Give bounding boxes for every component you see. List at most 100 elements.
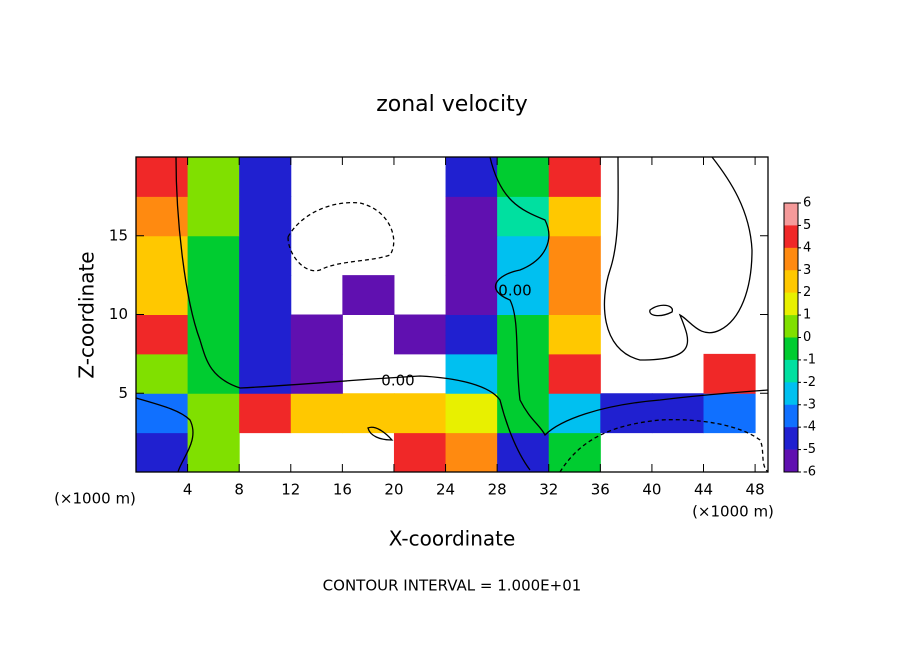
- colorbar-swatch: [784, 359, 798, 383]
- colorbar-swatch: [784, 203, 798, 226]
- colorbar-label: 5: [803, 218, 811, 233]
- colorbar-label: -3: [803, 397, 816, 412]
- field-cell: [393, 393, 447, 434]
- y-tick-label: 15: [109, 226, 128, 244]
- colorbar-label: -2: [803, 375, 816, 390]
- field-cell: [239, 235, 292, 276]
- field-cell: [445, 432, 498, 473]
- field-cell: [445, 393, 498, 434]
- x-tick-label: 36: [591, 481, 610, 499]
- field-cell: [239, 275, 292, 315]
- y-axis-label: Z-coordinate: [75, 251, 99, 378]
- colorbar-label: 4: [803, 240, 811, 255]
- y-tick-label: 10: [109, 305, 128, 323]
- zero-contour: [135, 397, 194, 473]
- field-cell: [136, 353, 189, 394]
- colorbar-swatch: [784, 225, 798, 249]
- x-tick-label: 8: [234, 481, 244, 499]
- field-cell: [187, 353, 240, 394]
- field-cell: [187, 196, 240, 237]
- pos-contour: [603, 156, 753, 361]
- field-cell: [600, 393, 653, 434]
- field-cell: [548, 235, 601, 276]
- field-cell: [187, 314, 240, 355]
- field-cell: [342, 275, 395, 315]
- field-cell: [497, 157, 550, 197]
- colorbar-label: -5: [803, 442, 816, 457]
- x-tick-label: 4: [183, 481, 193, 499]
- chart-title: zonal velocity: [376, 92, 528, 117]
- x-tick-label: 12: [281, 481, 300, 499]
- contour-label: 0.00: [381, 372, 414, 390]
- field-cell: [445, 314, 498, 355]
- colorbar-label: 1: [803, 308, 811, 323]
- x-tick-label: 40: [642, 481, 661, 499]
- field-cell: [290, 314, 343, 355]
- zero-contour: [489, 156, 769, 437]
- x-tick-label: 48: [746, 481, 765, 499]
- field-cell: [136, 157, 189, 197]
- field-cell: [342, 393, 395, 434]
- x-tick-label: 44: [694, 481, 713, 499]
- y-tick-label: 5: [118, 384, 128, 402]
- colorbar-label: -6: [803, 465, 816, 480]
- field-cell: [445, 157, 498, 197]
- field-cell: [497, 353, 550, 394]
- field-cell: [290, 353, 343, 394]
- field-cell: [393, 432, 447, 473]
- footnote: CONTOUR INTERVAL = 1.000E+01: [323, 577, 582, 595]
- neg-contour: [559, 419, 769, 473]
- field-cell: [290, 393, 343, 434]
- field-cell: [136, 235, 189, 276]
- x-tick-label: 20: [384, 481, 403, 499]
- colorbar-swatch: [784, 337, 798, 361]
- field-cell: [393, 314, 447, 355]
- field-cell: [548, 353, 601, 394]
- x-tick-label: 24: [436, 481, 455, 499]
- field-cell: [703, 353, 756, 394]
- zero-contour: [175, 156, 531, 471]
- colorbar-swatch: [784, 270, 798, 293]
- field-cell: [445, 235, 498, 276]
- colorbar-swatch: [784, 247, 798, 271]
- field-cell: [548, 157, 601, 197]
- field-cell: [497, 196, 550, 237]
- field-cell: [703, 393, 756, 434]
- colorbar-swatch: [784, 449, 798, 473]
- x-axis-label: X-coordinate: [389, 527, 516, 551]
- colorbar-swatch: [784, 382, 798, 406]
- field-cell: [187, 432, 240, 473]
- field-cell: [497, 314, 550, 355]
- field-cell: [239, 196, 292, 237]
- x-tick-label: 16: [333, 481, 352, 499]
- field-cell: [497, 275, 550, 315]
- y-unit: (×1000 m): [54, 490, 136, 508]
- field-cell: [445, 196, 498, 237]
- colorbar-swatch: [784, 404, 798, 428]
- colorbar-label: 6: [803, 196, 811, 211]
- field-cell: [497, 393, 550, 434]
- field-cell: [136, 314, 189, 355]
- field-cell: [187, 157, 240, 197]
- field-cell: [497, 432, 550, 473]
- field-cell: [445, 275, 498, 315]
- field-cell: [187, 275, 240, 315]
- colorbar-label: 0: [803, 330, 811, 345]
- field-cell: [548, 275, 601, 315]
- colorbar-label: 2: [803, 285, 811, 300]
- x-tick-label: 28: [488, 481, 507, 499]
- field-cell: [548, 393, 601, 434]
- colorbar-swatch: [784, 292, 798, 316]
- colorbar-swatch: [784, 427, 798, 450]
- neg-contour: [287, 201, 395, 272]
- field-cell: [136, 432, 189, 473]
- x-unit: (×1000 m): [692, 503, 774, 521]
- colorbar-label: -4: [803, 420, 816, 435]
- contour-label: 0.00: [498, 282, 531, 300]
- x-tick-label: 32: [539, 481, 558, 499]
- field-cell: [651, 393, 705, 434]
- field-cell: [187, 235, 240, 276]
- field-cell: [548, 314, 601, 355]
- pos-contour: [367, 426, 394, 441]
